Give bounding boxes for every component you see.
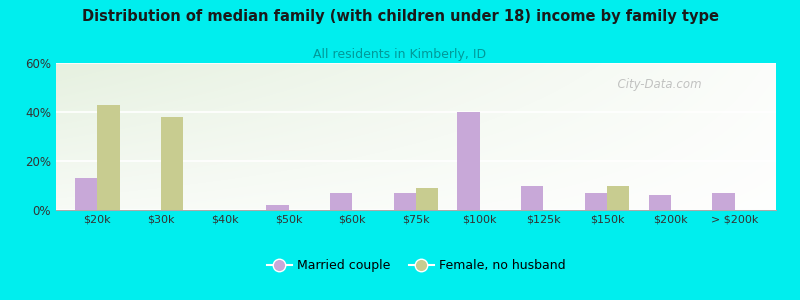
Text: Distribution of median family (with children under 18) income by family type: Distribution of median family (with chil…: [82, 9, 718, 24]
Bar: [161, 117, 183, 210]
Legend: Married couple, Female, no husband: Married couple, Female, no husband: [262, 254, 570, 277]
Bar: [75, 178, 98, 210]
Bar: [330, 193, 352, 210]
Bar: [712, 193, 734, 210]
Bar: [458, 112, 480, 210]
Text: All residents in Kimberly, ID: All residents in Kimberly, ID: [314, 48, 486, 61]
Bar: [585, 193, 607, 210]
Bar: [394, 193, 416, 210]
Bar: [521, 185, 543, 210]
Bar: [607, 185, 630, 210]
Bar: [266, 205, 289, 210]
Bar: [98, 105, 120, 210]
Bar: [416, 188, 438, 210]
Text: City-Data.com: City-Data.com: [610, 78, 702, 91]
Bar: [649, 195, 671, 210]
